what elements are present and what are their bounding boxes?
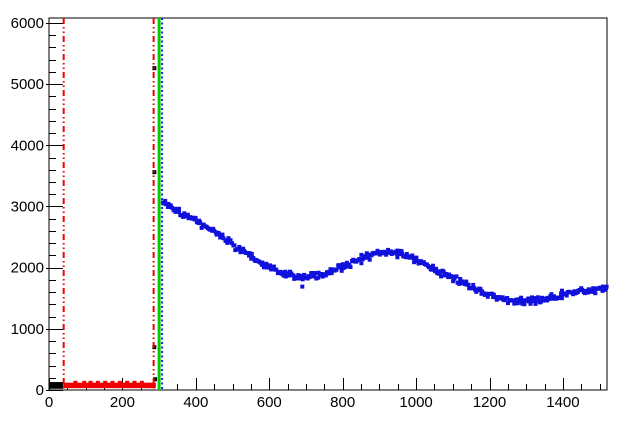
- y-axis-labels: 0 1000 2000 3000 4000 5000 6000: [11, 15, 44, 399]
- y-tick-label: 0: [36, 382, 44, 399]
- y-tick-label: 6000: [11, 15, 44, 32]
- series-black-low-segment: [49, 382, 64, 389]
- x-tick-label: 200: [110, 394, 135, 411]
- blue-outlier-points: [300, 284, 305, 289]
- x-tick-label: 1200: [473, 394, 506, 411]
- x-tick-label: 1000: [399, 394, 432, 411]
- x-tick-label: 800: [330, 394, 355, 411]
- x-tick-label: 1400: [546, 394, 579, 411]
- series-blue-scatter-band: [160, 198, 609, 307]
- x-tick-label: 600: [257, 394, 282, 411]
- x-tick-label: 0: [45, 394, 53, 411]
- y-tick-label: 3000: [11, 198, 44, 215]
- plot-frame: [48, 17, 608, 391]
- x-axis-labels: 0 200 400 600 800 1000 1200 1400: [45, 394, 580, 411]
- series-red-low-segment: [63, 380, 156, 389]
- y-tick-label: 2000: [11, 260, 44, 277]
- y-tick-label: 4000: [11, 137, 44, 154]
- y-tick-label: 1000: [11, 321, 44, 338]
- x-tick-label: 400: [183, 394, 208, 411]
- y-tick-label: 5000: [11, 76, 44, 93]
- x-axis-ticks: [49, 378, 601, 390]
